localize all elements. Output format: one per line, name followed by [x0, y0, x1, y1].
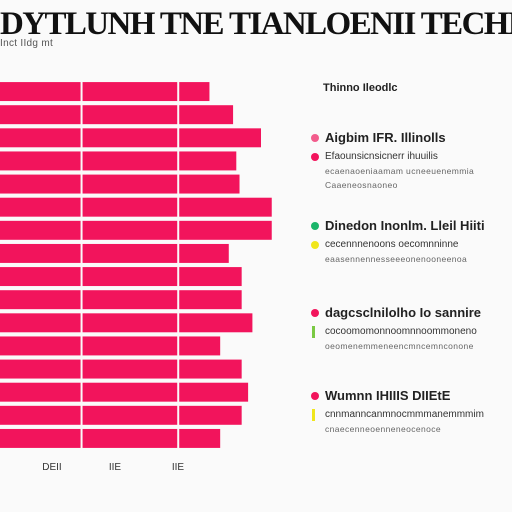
annotation-row: cnaecenneoenneneocenoce: [305, 422, 512, 436]
legend-dot-icon: [311, 153, 319, 161]
annotation-text: Aigbim IFR. Illinolls: [325, 130, 446, 145]
bar-segment-10-3: [179, 290, 242, 310]
annotation-row: Caaeneosnaoneo: [305, 178, 512, 192]
bar-segment-12-2: [82, 336, 178, 356]
annotation-text: eaasennennesseeeonenooneenoa: [325, 254, 468, 264]
annotation-text: cnnmanncanmnocmmmanemmmim: [325, 409, 484, 420]
bar-segment-7-2: [82, 220, 178, 240]
bar-segment-11-1: [0, 313, 81, 333]
annotation-text: Wumnn IHIIIS DIIEtE: [325, 388, 451, 403]
bar-segment-15-2: [82, 405, 178, 425]
annotation-group: Dinedon Inonlm. Lleil Hiiti cecennnenoons…: [305, 218, 512, 266]
legend-dot-icon: [311, 309, 319, 317]
annotation-text: dagcsclnilolho Io sannire: [325, 305, 482, 320]
bar-segment-9-2: [82, 267, 178, 287]
annotation-row: cocoomomonnoomnnoommoneno: [305, 325, 512, 339]
bar-chart: DEII IIE IIE: [0, 82, 272, 473]
annotation-group: dagcsclnilolho Io sannire cocoomomonnoomn…: [305, 305, 512, 353]
x-tick-label: IIE: [109, 462, 122, 473]
annotation-row: oeomenemmeneencmncemnconone: [305, 339, 512, 353]
bar-segment-3-1: [0, 128, 81, 148]
bar-segment-6-1: [0, 197, 81, 217]
annotation-text: Caaeneosnaoneo: [325, 180, 398, 190]
annotation-row: eaasennennesseeeonenooneenoa: [305, 252, 512, 266]
bar-segment-12-3: [179, 336, 221, 356]
legend-dot-icon: [311, 134, 319, 142]
panel-title: Thinno Ileodlc: [323, 82, 398, 94]
annotation-text: ecaenaoeniaamam ucneeuenemmia: [325, 166, 475, 176]
annotation-group: Wumnn IHIIIS DIIEtE cnnmanncanmnocmmmanem…: [305, 388, 512, 436]
bar-segment-11-2: [82, 313, 178, 333]
bar-segment-16-2: [82, 428, 178, 448]
annotation-text: cocoomomonnoomnnoommoneno: [325, 326, 477, 337]
bar-segment-8-3: [179, 243, 229, 263]
legend-dot-icon: [311, 392, 319, 400]
bar-segment-7-1: [0, 220, 81, 240]
bar-segment-6-2: [82, 197, 178, 217]
bar-segment-8-2: [82, 243, 178, 263]
bar-segment-6-3: [179, 197, 272, 217]
annotation-row: Aigbim IFR. Illinolls: [305, 130, 512, 150]
annotation-row: Dinedon Inonlm. Lleil Hiiti: [305, 218, 512, 238]
bar-segment-5-2: [82, 174, 178, 194]
bar-segment-9-3: [179, 267, 242, 287]
annotation-row: cnnmanncanmnocmmmanemmmim: [305, 408, 512, 422]
bar-segment-1-1: [0, 82, 81, 102]
bar-segment-3-2: [82, 128, 178, 148]
bar-segment-11-3: [179, 313, 253, 333]
bar-segment-13-1: [0, 359, 81, 379]
chart-title: DYTLUNH TNE TIANLOENII TECHLNH: [0, 6, 512, 42]
annotation-row: cecennnenoons oecomnninne: [305, 238, 512, 252]
annotation-text: cnaecenneoenneneocenoce: [325, 424, 442, 434]
bar-segment-1-2: [82, 82, 178, 102]
x-tick-label: DEII: [42, 462, 61, 473]
bar-segment-2-1: [0, 105, 81, 125]
legend-dot-icon: [311, 241, 319, 249]
bar-segment-5-1: [0, 174, 81, 194]
legend-bar-icon: [312, 409, 315, 421]
x-tick-label: IIE: [172, 462, 185, 473]
bar-segment-7-3: [179, 220, 272, 240]
bar-segment-14-2: [82, 382, 178, 402]
bar-segment-16-3: [179, 428, 221, 448]
bar-segment-14-3: [179, 382, 249, 402]
bar-segment-10-2: [82, 290, 178, 310]
bar-segment-5-3: [179, 174, 240, 194]
annotation-group: Aigbim IFR. Illinolls Efaounsicnsicnerr i…: [305, 130, 512, 192]
annotation-row: dagcsclnilolho Io sannire: [305, 305, 512, 325]
legend-dot-icon: [311, 222, 319, 230]
bar-segment-13-2: [82, 359, 178, 379]
bar-segment-4-2: [82, 151, 178, 171]
bar-segment-1-3: [179, 82, 210, 102]
annotation-text: Dinedon Inonlm. Lleil Hiiti: [325, 218, 485, 233]
annotation-panel: Thinno Ileodlc Aigbim IFR. Illinolls Efao…: [305, 80, 512, 450]
annotation-text: oeomenemmeneencmncemnconone: [325, 341, 474, 351]
bar-segment-12-1: [0, 336, 81, 356]
annotation-row: Efaounsicnsicnerr ihuuilis: [305, 150, 512, 164]
bar-segment-10-1: [0, 290, 81, 310]
bar-segment-16-1: [0, 428, 81, 448]
bar-segment-9-1: [0, 267, 81, 287]
annotation-row: Wumnn IHIIIS DIIEtE: [305, 388, 512, 408]
bar-segment-4-1: [0, 151, 81, 171]
annotation-text: cecennnenoons oecomnninne: [325, 239, 459, 250]
bar-segment-13-3: [179, 359, 242, 379]
annotation-text: Efaounsicnsicnerr ihuuilis: [325, 151, 438, 162]
chart-subtitle: Inct IIdg mt: [0, 38, 54, 49]
bar-segment-15-3: [179, 405, 242, 425]
bar-segment-2-2: [82, 105, 178, 125]
legend-bar-icon: [312, 326, 315, 338]
bar-segment-14-1: [0, 382, 81, 402]
annotation-row: ecaenaoeniaamam ucneeuenemmia: [305, 164, 512, 178]
bar-segment-4-3: [179, 151, 237, 171]
bar-segment-3-3: [179, 128, 261, 148]
bar-segment-15-1: [0, 405, 81, 425]
bar-segment-8-1: [0, 243, 81, 263]
bar-segment-2-3: [179, 105, 234, 125]
